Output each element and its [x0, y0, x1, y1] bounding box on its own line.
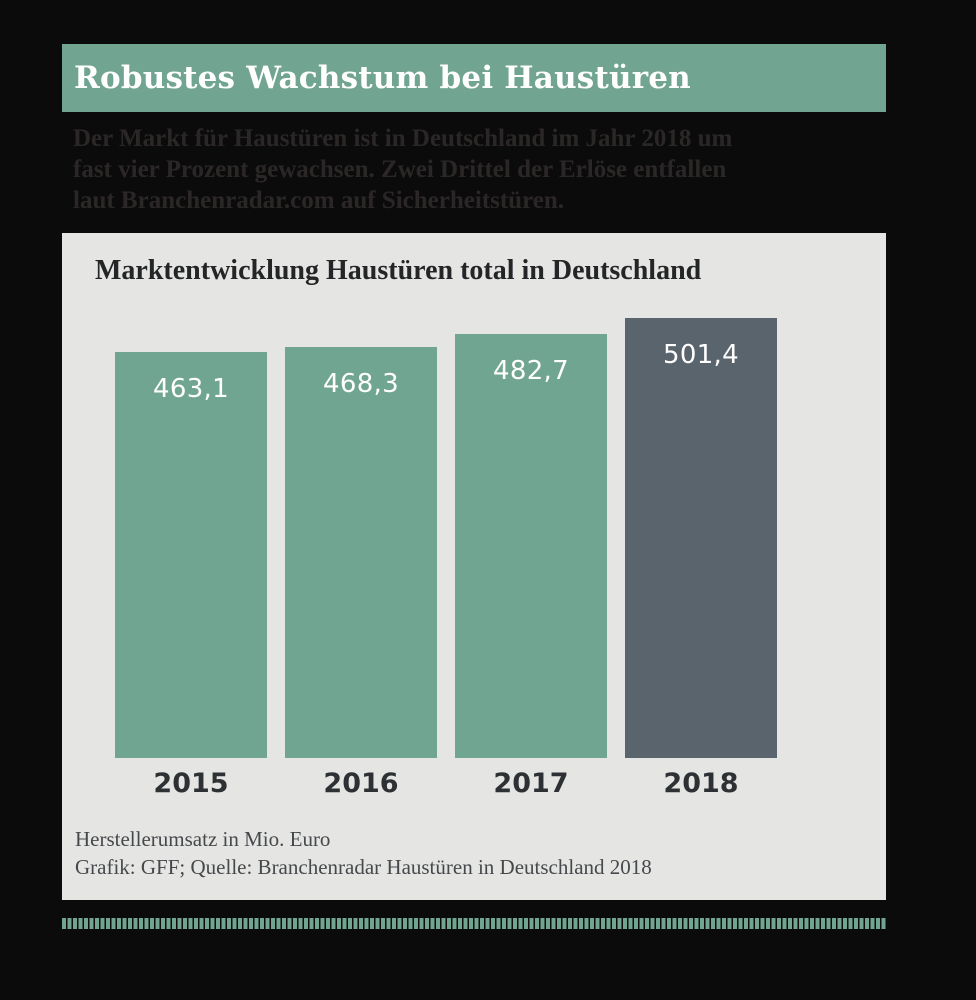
- bar-2016: 468,3: [285, 347, 437, 758]
- chart-title: Marktentwicklung Haustüren total in Deut…: [95, 255, 702, 286]
- x-tick-label-2017: 2017: [493, 768, 569, 799]
- dashed-divider: [62, 918, 886, 929]
- bar-plot: 463,1 468,3 482,7 501,4: [115, 318, 777, 758]
- unit-note: Herstellerumsatz in Mio. Euro: [75, 827, 331, 851]
- chart-panel: Marktentwicklung Haustüren total in Deut…: [62, 233, 886, 900]
- bar-2015: 463,1: [115, 352, 267, 758]
- x-tick-label-2015: 2015: [153, 768, 229, 799]
- x-tick-label-2016: 2016: [323, 768, 399, 799]
- bar-value-label: 482,7: [493, 356, 569, 386]
- bar-value-label: 501,4: [663, 340, 739, 370]
- header-banner: Robustes Wachstum bei Haustüren: [62, 44, 886, 112]
- bar-value-label: 463,1: [153, 374, 229, 404]
- bar-value-label: 468,3: [323, 369, 399, 399]
- bar-2018: 501,4: [625, 318, 777, 758]
- x-tick-label-2018: 2018: [663, 768, 739, 799]
- bar-2017: 482,7: [455, 334, 607, 758]
- source-note: Grafik: GFF; Quelle: Branchenradar Haust…: [75, 855, 652, 879]
- x-axis-labels: 2015 2016 2017 2018: [115, 768, 777, 799]
- page-title: Robustes Wachstum bei Haustüren: [74, 60, 691, 96]
- intro-paragraph: Der Markt für Haustüren ist in Deutschla…: [73, 125, 733, 214]
